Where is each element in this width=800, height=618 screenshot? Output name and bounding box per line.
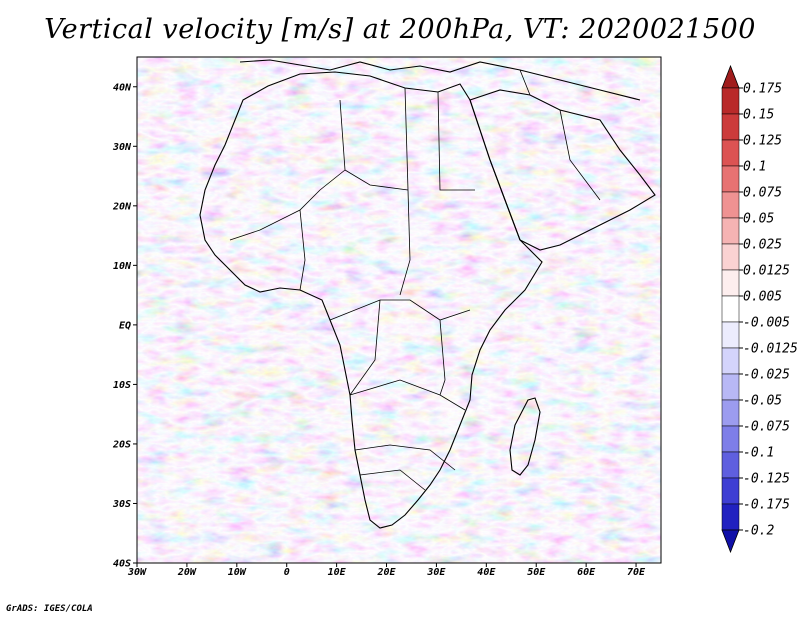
lat-tick-label: 30S [112, 499, 131, 510]
lon-tick-label: 10W [228, 567, 247, 578]
colorbar-level-label: -0.075 [743, 420, 790, 435]
lat-tick-label: 10N [113, 261, 132, 272]
lat-tick-label: EQ [119, 320, 131, 331]
europe-coastline [239, 59, 641, 101]
colorbar-swatch [721, 425, 740, 453]
colorbar-level-label: -0.05 [743, 394, 782, 409]
colorbar-swatch [721, 399, 740, 427]
velocity-field-plot [136, 56, 662, 564]
coastlines-and-borders [199, 59, 656, 529]
lon-tick-label: 30E [426, 567, 446, 578]
lon-tick-label: 20W [177, 567, 197, 578]
colorbar-level-label: -0.175 [743, 498, 790, 513]
colorbar-level-label: -0.005 [743, 316, 790, 331]
longitude-axis: 30W 20W 10W 0 10E 20E 30E 40E 50E 60E 70E [127, 563, 646, 578]
colorbar-level-label: 0.025 [743, 238, 782, 253]
colorbar-level-label: -0.2 [743, 524, 774, 539]
colorbar-top-arrow [721, 64, 740, 89]
colorbar-swatch [721, 321, 740, 349]
colorbar-swatch [721, 269, 740, 297]
colorbar-swatch [721, 295, 740, 323]
lon-tick-label: 50E [527, 567, 546, 578]
lat-tick-label: 30N [112, 142, 132, 153]
colorbar-swatch [721, 165, 740, 193]
lat-tick-label: 40S [113, 559, 131, 570]
latitude-axis: 40N 30N 20N 10N EQ 10S 20S 30S 40S [112, 82, 137, 570]
colorbar-level-label: -0.0125 [743, 342, 798, 357]
madagascar-coastline [509, 397, 541, 476]
colorbar-level-label: 0.125 [743, 134, 782, 149]
lon-tick-label: 30W [127, 567, 147, 578]
lon-tick-label: 40E [477, 567, 496, 578]
grads-credit: GrADS: IGES/COLA [6, 604, 93, 614]
lat-tick-label: 20S [112, 439, 131, 450]
colorbar-swatch [721, 87, 740, 115]
lon-tick-label: 70E [627, 567, 646, 578]
colorbar-bottom-arrow [721, 529, 740, 554]
colorbar-swatch [721, 451, 740, 479]
lon-tick-label: 60E [577, 567, 596, 578]
colorbar: 0.175 0.15 0.125 0.1 0.075 0.05 0.025 0.0125 0.0… [721, 64, 798, 554]
velocity-streaks [137, 57, 661, 563]
colorbar-swatch [721, 347, 740, 375]
colorbar-level-label: -0.1 [743, 446, 774, 461]
lon-tick-label: 0 [284, 567, 290, 578]
lon-tick-label: 10E [328, 567, 347, 578]
colorbar-level-label: 0.005 [743, 290, 782, 305]
colorbar-swatch [721, 113, 740, 141]
lon-tick-label: 20E [376, 567, 396, 578]
lat-tick-label: 10S [113, 380, 131, 391]
colorbar-swatch [721, 373, 740, 401]
colorbar-level-label: 0.175 [743, 82, 782, 97]
colorbar-level-label: 0.0125 [743, 264, 790, 279]
plot-frame [136, 56, 662, 564]
colorbar-level-label: 0.075 [743, 186, 782, 201]
lat-tick-label: 20N [112, 201, 132, 212]
colorbar-swatch [721, 477, 740, 505]
colorbar-level-label: -0.025 [743, 368, 790, 383]
country-borders [229, 69, 601, 491]
colorbar-swatch [721, 243, 740, 271]
colorbar-level-label: 0.05 [743, 212, 774, 227]
map-title: Vertical velocity [m/s] at 200hPa, VT: 2… [44, 14, 756, 45]
colorbar-level-label: 0.15 [743, 108, 774, 123]
colorbar-level-label: 0.1 [743, 160, 766, 175]
colorbar-level-label: -0.125 [743, 472, 790, 487]
colorbar-swatch [721, 139, 740, 167]
colorbar-swatch [721, 217, 740, 245]
colorbar-swatch [721, 503, 740, 531]
arabia-coastline [469, 89, 656, 251]
colorbar-swatch [721, 191, 740, 219]
lat-tick-label: 40N [113, 82, 132, 93]
